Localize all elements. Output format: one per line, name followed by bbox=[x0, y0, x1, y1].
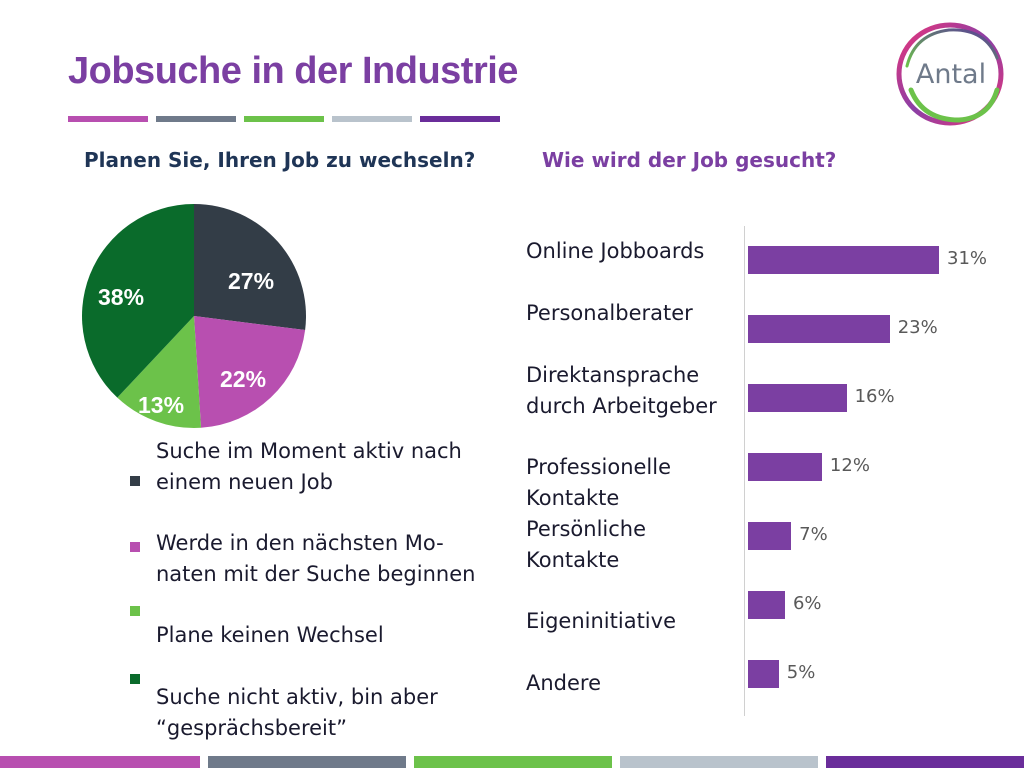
pie-slice-label: 38% bbox=[98, 284, 145, 310]
legend-swatch bbox=[130, 542, 140, 552]
pie-slice bbox=[82, 204, 194, 398]
pie-slice-label: 27% bbox=[228, 268, 275, 294]
right-question-heading: Wie wird der Job gesucht? bbox=[542, 148, 837, 172]
bar-value-label: 16% bbox=[854, 386, 895, 407]
bar bbox=[748, 660, 779, 688]
logo-text: Antal bbox=[916, 59, 986, 90]
bar-value-label: 12% bbox=[829, 455, 870, 476]
pie-slice bbox=[194, 316, 306, 428]
legend-label: Suche im Moment aktiv nach einem neuen J… bbox=[156, 439, 462, 494]
pie-slice bbox=[117, 316, 202, 428]
title-bar-grey bbox=[332, 116, 412, 122]
bar-value-label: 23% bbox=[897, 317, 938, 338]
legend-label: Plane keinen Wechsel bbox=[156, 623, 384, 647]
bar-category-line: durch Arbeitgeber bbox=[526, 394, 717, 418]
bar-category-line: Eigeninitiative bbox=[526, 609, 676, 633]
footer-bar-magenta bbox=[0, 756, 200, 768]
bar-chart-axis bbox=[744, 226, 745, 716]
footer-bar-green bbox=[414, 756, 612, 768]
bar-value-label: 5% bbox=[786, 662, 816, 683]
bar-value-label: 7% bbox=[799, 524, 828, 545]
legend-label: Suche nicht aktiv, bin aber “gesprächsbe… bbox=[156, 685, 438, 740]
footer-bar-slate bbox=[208, 756, 406, 768]
bar-category-line: Personalberater bbox=[526, 301, 693, 325]
title-bar-purple bbox=[420, 116, 500, 122]
bar-value-label: 31% bbox=[947, 248, 988, 269]
pie-slice-label: 22% bbox=[220, 366, 267, 392]
title-bar-magenta bbox=[68, 116, 148, 122]
bar-category-line: Persönliche bbox=[526, 517, 647, 541]
left-question-heading: Planen Sie, Ihren Job zu wechseln? bbox=[84, 148, 476, 172]
bar-category-line: Kontakte bbox=[526, 548, 620, 572]
logo-ring-outer bbox=[896, 22, 1004, 126]
pie-chart: 27% 22% 13% 38% bbox=[80, 202, 310, 432]
pie-slice bbox=[194, 204, 307, 331]
bar-category-label: Personalberater bbox=[526, 298, 746, 329]
legend-swatch bbox=[130, 674, 140, 684]
logo-swoosh-purple bbox=[905, 28, 999, 68]
legend-swatch bbox=[130, 476, 140, 486]
bar bbox=[748, 522, 792, 550]
bar-category-label: Online Jobboards bbox=[526, 236, 746, 267]
antal-logo: Antal bbox=[896, 22, 1004, 126]
bar-category-line: Andere bbox=[526, 671, 602, 695]
bar bbox=[748, 315, 890, 343]
bar bbox=[748, 246, 939, 274]
footer-color-bars bbox=[0, 756, 1024, 768]
title-bar-slate bbox=[156, 116, 236, 122]
bar-category-label: Eigeninitiative bbox=[526, 606, 746, 637]
pie-chart-svg bbox=[82, 204, 307, 428]
bar bbox=[748, 384, 847, 412]
bar-category-line: Direktansprache bbox=[526, 363, 700, 387]
bar bbox=[748, 591, 785, 619]
logo-swoosh-green bbox=[908, 87, 1000, 123]
bar-value-label: 6% bbox=[792, 593, 822, 614]
legend-label: Werde in den nächsten Mo-naten mit der S… bbox=[156, 531, 476, 586]
pie-slice-label: 13% bbox=[138, 392, 185, 418]
bar-category-label: Direktansprache durch Arbeitgeber bbox=[526, 360, 746, 422]
bar-category-line: Professionelle bbox=[526, 455, 672, 479]
footer-bar-purple bbox=[826, 756, 1024, 768]
page-title: Jobsuche in der Industrie bbox=[68, 50, 518, 92]
bar-category-line: Online Jobboards bbox=[526, 239, 705, 263]
legend-swatch bbox=[130, 606, 140, 616]
bar-category-label: Andere bbox=[526, 668, 746, 699]
bar-category-label: Persönliche Kontakte bbox=[526, 514, 746, 576]
title-bar-green bbox=[244, 116, 324, 122]
bar-category-line: Kontakte bbox=[526, 486, 620, 510]
bar bbox=[748, 453, 822, 481]
footer-bar-grey bbox=[620, 756, 818, 768]
bar-chart: 31% 23% 16% 12% 7% 6% 5% bbox=[744, 226, 1014, 716]
bar-category-label: Professionelle Kontakte bbox=[526, 452, 746, 514]
